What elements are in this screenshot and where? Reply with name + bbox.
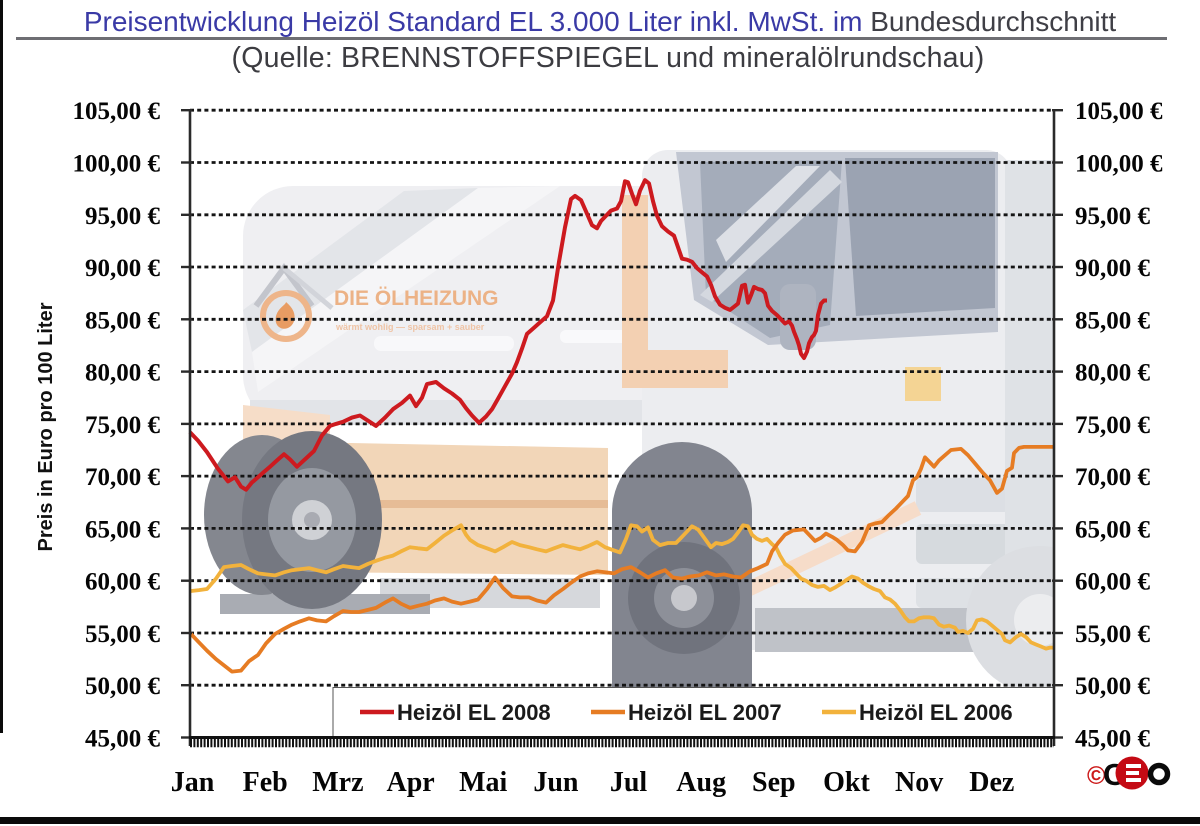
svg-text:85,00 €: 85,00 € <box>1075 307 1151 334</box>
svg-text:100,00 €: 100,00 € <box>1075 151 1163 178</box>
svg-text:Sep: Sep <box>752 767 796 798</box>
svg-text:50,00 €: 50,00 € <box>85 673 161 700</box>
svg-text:Aug: Aug <box>676 767 726 798</box>
svg-text:Apr: Apr <box>386 767 434 798</box>
svg-text:Jun: Jun <box>533 767 579 798</box>
svg-text:Mai: Mai <box>459 767 507 798</box>
svg-text:70,00 €: 70,00 € <box>1075 464 1151 491</box>
svg-text:50,00 €: 50,00 € <box>1075 673 1151 700</box>
svg-text:80,00 €: 80,00 € <box>1075 360 1151 387</box>
svg-text:45,00 €: 45,00 € <box>1075 726 1151 753</box>
svg-text:70,00 €: 70,00 € <box>85 464 161 491</box>
svg-text:95,00 €: 95,00 € <box>1075 203 1151 230</box>
svg-text:105,00 €: 105,00 € <box>1075 98 1163 125</box>
svg-text:Heizöl EL 2008: Heizöl EL 2008 <box>397 700 551 725</box>
svg-text:90,00 €: 90,00 € <box>85 255 161 282</box>
svg-text:Heizöl EL 2007: Heizöl EL 2007 <box>628 700 782 725</box>
svg-text:55,00 €: 55,00 € <box>85 621 161 648</box>
svg-text:75,00 €: 75,00 € <box>85 412 161 439</box>
svg-text:105,00 €: 105,00 € <box>73 98 161 125</box>
svg-text:60,00 €: 60,00 € <box>1075 569 1151 596</box>
svg-text:Feb: Feb <box>243 767 288 798</box>
svg-text:Okt: Okt <box>823 767 870 798</box>
svg-text:60,00 €: 60,00 € <box>85 569 161 596</box>
svg-text:Dez: Dez <box>969 767 1014 798</box>
svg-text:100,00 €: 100,00 € <box>73 151 161 178</box>
svg-text:Jul: Jul <box>610 767 648 798</box>
svg-text:©: © <box>1087 762 1106 790</box>
svg-text:DIE ÖLHEIZUNG: DIE ÖLHEIZUNG <box>334 287 499 310</box>
svg-text:65,00 €: 65,00 € <box>1075 516 1151 543</box>
svg-text:Preis in Euro pro 100 Liter: Preis in Euro pro 100 Liter <box>35 302 57 551</box>
svg-text:Nov: Nov <box>895 767 943 798</box>
svg-text:65,00 €: 65,00 € <box>85 516 161 543</box>
svg-text:Heizöl EL 2006: Heizöl EL 2006 <box>859 700 1013 725</box>
svg-text:55,00 €: 55,00 € <box>1075 621 1151 648</box>
svg-text:90,00 €: 90,00 € <box>1075 255 1151 282</box>
svg-text:45,00 €: 45,00 € <box>85 726 161 753</box>
svg-text:95,00 €: 95,00 € <box>85 203 161 230</box>
svg-text:Mrz: Mrz <box>312 767 363 798</box>
svg-text:wärmt wohlig — sparsam + saube: wärmt wohlig — sparsam + sauber <box>335 322 485 332</box>
svg-text:85,00 €: 85,00 € <box>85 307 161 334</box>
svg-text:80,00 €: 80,00 € <box>85 360 161 387</box>
svg-text:Jan: Jan <box>171 767 215 798</box>
svg-text:75,00 €: 75,00 € <box>1075 412 1151 439</box>
